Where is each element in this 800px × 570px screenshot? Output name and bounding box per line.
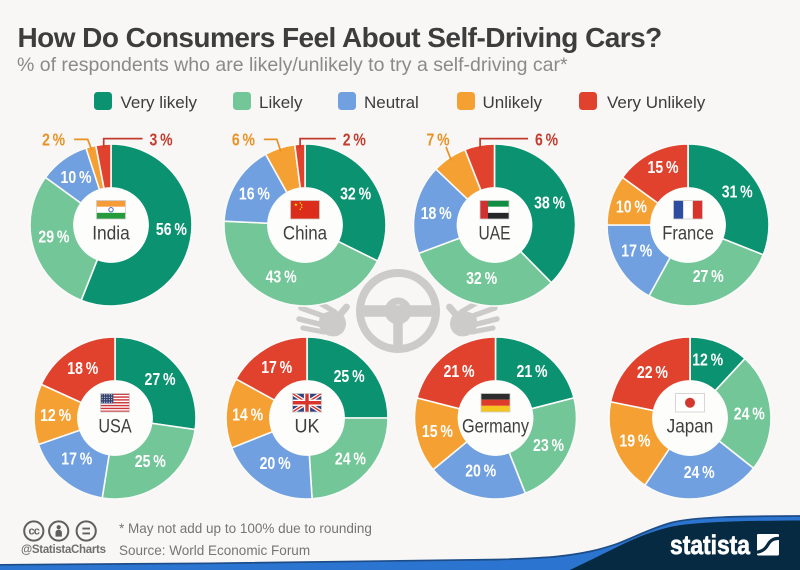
svg-text:15 %: 15 %: [648, 157, 679, 177]
svg-text:20 %: 20 %: [260, 453, 291, 473]
svg-text:21 %: 21 %: [444, 361, 475, 381]
svg-text:14 %: 14 %: [232, 404, 263, 424]
svg-text:43 %: 43 %: [266, 267, 297, 287]
svg-text:12 %: 12 %: [40, 405, 71, 425]
svg-text:7 %: 7 %: [427, 129, 450, 149]
svg-text:22 %: 22 %: [637, 362, 668, 382]
svg-text:China: China: [283, 224, 328, 245]
svg-text:32 %: 32 %: [466, 268, 497, 288]
svg-text:38 %: 38 %: [534, 192, 565, 212]
svg-text:24 %: 24 %: [684, 462, 715, 482]
svg-text:24 %: 24 %: [734, 403, 765, 423]
svg-text:statista: statista: [670, 530, 751, 560]
svg-text:25 %: 25 %: [135, 451, 166, 471]
svg-text:31 %: 31 %: [722, 182, 753, 202]
svg-text:USA: USA: [98, 417, 132, 438]
svg-text:6 %: 6 %: [232, 129, 255, 149]
svg-text:UK: UK: [295, 417, 320, 438]
svg-text:cc: cc: [28, 526, 39, 538]
svg-text:16 %: 16 %: [239, 184, 270, 204]
svg-text:23 %: 23 %: [533, 435, 564, 455]
svg-text:2 %: 2 %: [42, 129, 65, 149]
svg-text:France: France: [662, 224, 714, 245]
svg-text:18 %: 18 %: [67, 358, 98, 378]
svg-text:17 %: 17 %: [61, 449, 92, 469]
svg-text:18 %: 18 %: [421, 203, 452, 223]
svg-text:17 %: 17 %: [621, 240, 652, 260]
svg-text:27 %: 27 %: [145, 369, 176, 389]
svg-text:India: India: [92, 224, 130, 245]
svg-text:29 %: 29 %: [38, 227, 69, 247]
svg-text:24 %: 24 %: [335, 449, 366, 469]
svg-text:3 %: 3 %: [150, 129, 173, 149]
svg-text:6 %: 6 %: [535, 129, 558, 149]
svg-text:10 %: 10 %: [61, 167, 92, 187]
svg-text:2 %: 2 %: [343, 129, 366, 149]
svg-text:19 %: 19 %: [619, 431, 650, 451]
svg-text:Germany: Germany: [462, 417, 529, 438]
svg-text:32 %: 32 %: [340, 184, 371, 204]
svg-text:56 %: 56 %: [156, 219, 187, 239]
svg-text:20 %: 20 %: [465, 461, 496, 481]
svg-text:12 %: 12 %: [692, 350, 723, 370]
svg-text:21 %: 21 %: [517, 361, 548, 381]
svg-text:Japan: Japan: [667, 417, 714, 438]
svg-text:27 %: 27 %: [693, 266, 724, 286]
svg-text:17 %: 17 %: [261, 357, 292, 377]
svg-text:15 %: 15 %: [422, 421, 453, 441]
svg-text:25 %: 25 %: [334, 366, 365, 386]
svg-text:10 %: 10 %: [616, 197, 647, 217]
svg-text:UAE: UAE: [479, 224, 511, 245]
